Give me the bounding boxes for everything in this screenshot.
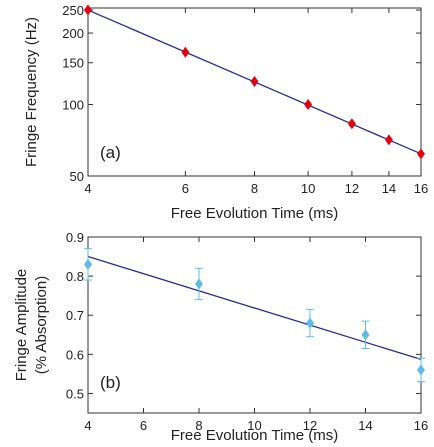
- x-axis-label: Free Evolution Time (ms): [171, 205, 339, 222]
- data-point: [417, 148, 425, 160]
- y-tick-label: 0.9: [66, 230, 84, 245]
- data-point: [347, 118, 356, 130]
- y-axis-label-secondary: (% Absorption): [33, 276, 50, 374]
- x-tick-label: 14: [358, 418, 372, 433]
- y-tick-label: 250: [62, 3, 84, 18]
- x-tick-label: 10: [301, 181, 315, 196]
- plot-frame: [87, 236, 422, 414]
- chart-panel-b: [84, 236, 425, 414]
- panel-label: (b): [100, 373, 121, 392]
- data-point: [195, 278, 203, 290]
- y-tick-label: 100: [62, 98, 84, 113]
- x-axis-label: Free Evolution Time (ms): [171, 427, 339, 444]
- data-point: [306, 317, 314, 329]
- x-tick-label: 16: [414, 418, 428, 433]
- y-tick-label: 150: [62, 56, 84, 71]
- data-point: [250, 76, 259, 88]
- x-tick-label: 12: [345, 181, 359, 196]
- y-tick-label: 0.8: [66, 269, 84, 284]
- y-tick-label: 200: [62, 26, 84, 41]
- panel-label: (a): [100, 143, 121, 162]
- data-point: [417, 364, 425, 376]
- y-axis-label: Fringe Amplitude: [13, 269, 30, 382]
- x-tick-label: 8: [195, 418, 202, 433]
- y-tick-label: 50: [70, 169, 84, 184]
- x-tick-label: 6: [140, 418, 147, 433]
- data-point: [84, 4, 92, 16]
- x-tick-label: 14: [382, 181, 396, 196]
- data-point: [84, 258, 92, 270]
- plot-frame: [87, 7, 422, 177]
- y-axis-label: Fringe Frequency (Hz): [23, 17, 40, 167]
- y-tick-label: 0.5: [66, 386, 84, 401]
- data-point: [384, 134, 393, 146]
- fit-line: [87, 255, 422, 361]
- x-tick-label: 12: [303, 418, 317, 433]
- x-tick-label: 4: [84, 181, 91, 196]
- x-tick-label: 8: [251, 181, 258, 196]
- y-tick-label: 0.7: [66, 308, 84, 323]
- data-point: [181, 46, 190, 58]
- x-tick-label: 10: [247, 418, 261, 433]
- y-tick-label: 0.6: [66, 347, 84, 362]
- x-tick-label: 6: [182, 181, 189, 196]
- data-point: [304, 99, 313, 111]
- chart-panel-a: [84, 4, 425, 177]
- x-tick-label: 16: [414, 181, 428, 196]
- data-point: [361, 329, 370, 341]
- x-tick-label: 4: [84, 418, 91, 433]
